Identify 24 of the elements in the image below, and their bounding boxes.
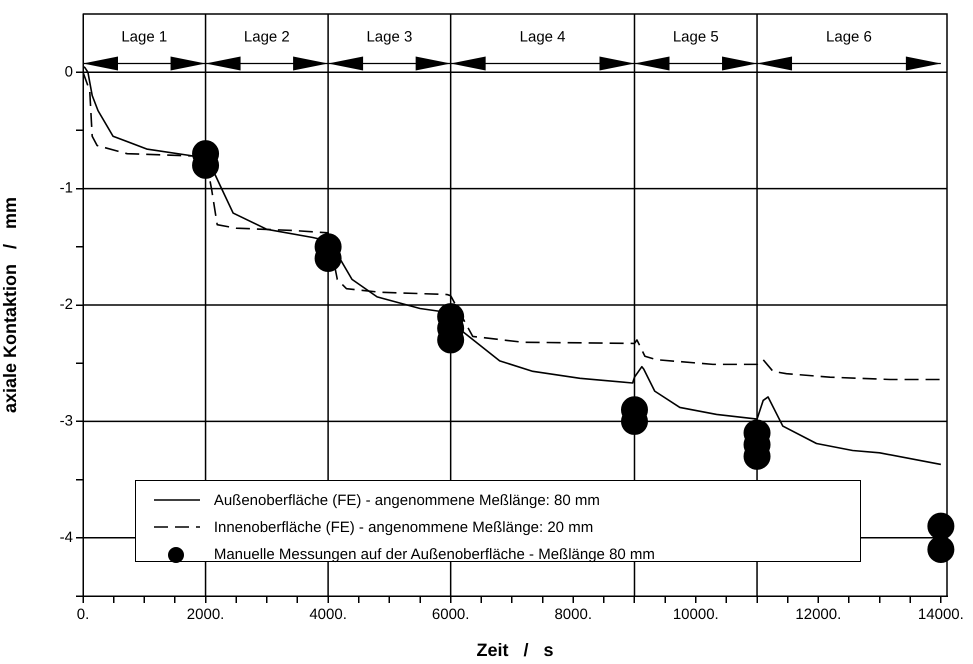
x-tick-label: 4000. [309, 606, 347, 624]
x-axis-title: Zeit / s [476, 640, 554, 660]
x-tick-label: 6000. [432, 606, 470, 624]
annotation: Lage 3 [366, 28, 412, 46]
annotation: Lage 1 [121, 28, 168, 46]
x-tick-label: 8000. [554, 606, 592, 624]
annotation: Lage 6 [826, 28, 872, 46]
y-tick-label: -4 [60, 528, 73, 546]
x-tick-label: 2000. [186, 606, 224, 624]
x-tick-label: 10000. [672, 606, 719, 624]
y-tick-label: 0 [64, 63, 73, 80]
annotation: Lage 4 [520, 28, 566, 46]
x-tick-label: 0. [76, 606, 90, 624]
x-tick-label: 12000. [795, 606, 842, 624]
y-tick-label: -1 [60, 180, 73, 197]
y-tick-label: -3 [60, 412, 73, 430]
annotation: Lage 5 [672, 28, 719, 46]
annotation: Lage 2 [244, 28, 290, 46]
y-tick-label: -2 [60, 296, 73, 314]
legend-label: Außenoberfläche (FE) - angenommene Meßlänge: 80 mm [214, 492, 600, 509]
legend-label: Innenoberfläche (FE) - angenommene Meßlänge: 20 mm [214, 518, 594, 536]
x-tick-label: 14000. [918, 606, 964, 624]
legend-label: Manuelle Messungen auf der Außenoberfläche - Meßlänge 80 mm [214, 546, 655, 563]
y-axis-title: axiale Kontaktion / mm [0, 196, 20, 414]
